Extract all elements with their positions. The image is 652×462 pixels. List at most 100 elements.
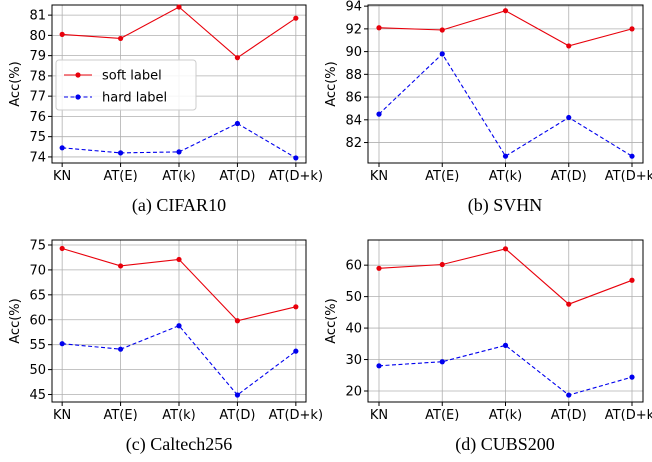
data-point [439,51,445,57]
y-tick-label: 65 [29,288,46,303]
y-tick-label: 76 [29,110,46,125]
y-tick-label: 55 [29,338,46,353]
y-tick-label: 90 [345,45,362,60]
legend-marker [75,94,81,100]
legend: soft label hard label [55,59,197,111]
subplot-caption: (c) Caltech256 [126,434,232,455]
y-tick-label: 30 [345,353,362,368]
data-point [566,43,572,49]
series-line-hard-label [378,53,633,157]
subplot-2: KN AT(E) AT(k) AT(D) AT(D+k) 82 84 86 88 90 92 94 Ac… [324,0,652,216]
y-tick-label: 80 [29,29,46,44]
y-tick-label: 70 [29,263,46,278]
x-tick-label: AT(k) [162,408,196,423]
y-tick-label: 94 [345,0,362,15]
y-axis-label: Acc(%) [8,298,23,343]
data-point [502,8,509,14]
x-tick-label: AT(k) [489,169,523,184]
data-point [59,31,65,37]
x-tick-label: AT(k) [489,408,523,423]
y-tick-label: 92 [345,22,362,37]
data-point [629,26,635,32]
data-point [629,153,635,159]
data-point [629,277,635,283]
data-point [293,155,299,161]
data-point [234,318,241,324]
data-point [376,25,382,31]
y-axis-label: Acc(%) [324,61,339,106]
x-tick-label: AT(D) [551,408,587,423]
y-tick-label: 78 [29,69,46,84]
x-tick-label: AT(D+k) [269,408,323,423]
data-point [566,114,572,121]
x-tick-label: AT(D) [219,169,255,184]
x-tick-label: KN [370,408,388,423]
y-tick-label: 77 [29,90,46,105]
series-line-hard-label [62,325,297,396]
x-tick-label: AT(k) [162,169,196,184]
legend-label: soft label [102,69,162,84]
legend-label: hard label [102,91,167,106]
y-axis-label: Acc(%) [8,61,23,106]
x-tick-label: AT(E) [103,408,137,423]
data-point [234,55,241,61]
y-tick-label: 86 [345,91,362,106]
y-tick-label: 50 [345,290,362,305]
data-point [176,149,182,155]
data-point [566,392,572,398]
data-point [439,261,445,268]
data-point [502,342,509,348]
data-point [376,363,382,369]
y-tick-label: 50 [29,363,46,378]
data-point [176,256,182,263]
data-point [234,392,241,398]
data-point [502,246,509,252]
x-tick-label: AT(E) [425,169,459,184]
y-tick-label: 82 [345,136,362,151]
data-point [502,153,509,159]
data-point [117,150,124,156]
data-point [117,35,124,42]
subplot-caption: (b) SVHN [468,195,543,216]
y-tick-label: 75 [29,130,46,145]
y-axis-label: Acc(%) [324,298,339,343]
x-tick-label: KN [370,169,388,184]
data-point [439,359,445,365]
y-tick-label: 81 [29,9,46,24]
x-tick-label: AT(D+k) [269,169,323,184]
x-tick-label: AT(D) [219,408,255,423]
data-point [629,374,635,380]
x-tick-label: AT(E) [103,169,137,184]
subplot-caption: (d) CUBS200 [455,434,555,455]
y-tick-label: 60 [345,259,362,274]
y-tick-label: 40 [345,322,362,337]
x-tick-label: AT(E) [425,408,459,423]
data-point [293,304,299,310]
subplot-1: KN AT(E) AT(k) AT(D) AT(D+k) 74 75 76 77 78 79 80 81… [8,4,323,216]
x-tick-label: KN [53,169,71,184]
data-point [376,265,382,271]
data-point [59,341,65,347]
data-point [293,15,299,21]
y-tick-label: 74 [29,150,46,165]
y-tick-label: 60 [29,313,46,328]
subplot-4: KN AT(E) AT(k) AT(D) AT(D+k) 20 30 40 50 60 Acc(%)… [324,239,652,455]
legend-marker [75,72,81,78]
subplot-3: KN AT(E) AT(k) AT(D) AT(D+k) 45 50 55 60 65 70 75 Ac… [8,238,323,455]
data-point [176,323,182,329]
y-tick-label: 84 [345,113,362,128]
subplot-caption: (a) CIFAR10 [132,195,226,216]
y-tick-label: 45 [29,388,46,403]
y-tick-label: 79 [29,49,46,64]
data-point [176,4,182,10]
series-line-hard-label [378,344,633,396]
data-point [59,145,65,151]
data-point [117,346,124,352]
y-tick-label: 75 [29,238,46,253]
x-tick-label: KN [53,408,71,423]
x-tick-label: AT(D) [551,169,587,184]
data-point [59,245,65,252]
data-point [293,348,299,354]
y-tick-label: 20 [345,384,362,399]
